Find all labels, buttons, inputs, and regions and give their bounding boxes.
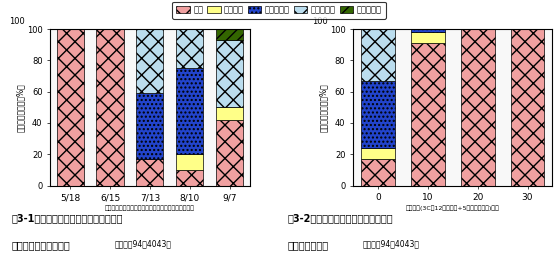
Bar (216, 120, 243, 186)
Bar (136, 93, 163, 159)
Bar (411, 29, 445, 32)
Bar (56, 29, 84, 186)
Bar (361, 159, 395, 186)
Bar (511, 29, 545, 186)
Y-axis label: 花房形態別個体（%）: 花房形態別個体（%） (16, 83, 26, 132)
Bar (97, 29, 123, 186)
Bar (216, 40, 243, 107)
Bar (461, 29, 494, 186)
Text: 100: 100 (312, 17, 328, 26)
Bar (176, 154, 203, 170)
Text: 図3-1　花房形態に及ぼす親株ならびに: 図3-1 花房形態に及ぼす親株ならびに (11, 213, 123, 223)
Text: （系統94－4043）: （系統94－4043） (363, 240, 420, 249)
Y-axis label: 花房形態別個体（%）: 花房形態別個体（%） (319, 83, 328, 132)
Bar (216, 29, 243, 40)
Text: 処理期間の影響: 処理期間の影響 (287, 240, 329, 250)
Bar (361, 29, 395, 81)
Bar (411, 32, 445, 43)
X-axis label: 人工気象室搬入日（ガラス温室での高温遭遇終了日）: 人工気象室搬入日（ガラス温室での高温遭遇終了日） (105, 205, 195, 210)
Bar (411, 43, 445, 185)
Text: 図3-2　花房形態に及ぼす苗への低温: 図3-2 花房形態に及ぼす苗への低温 (287, 213, 393, 223)
Bar (361, 148, 395, 159)
Bar (361, 81, 395, 148)
Legend: 正常, 同時開花, 逆転（弱）, 逆転（強）, 花芽未分化: 正常, 同時開花, 逆転（弱）, 逆転（強）, 花芽未分化 (172, 2, 386, 19)
X-axis label: 低温処理(3C・12時間日長+5時間暗期中断)日数: 低温処理(3C・12時間日長+5時間暗期中断)日数 (406, 205, 500, 210)
Bar (136, 159, 163, 186)
Bar (136, 29, 163, 93)
Bar (176, 29, 203, 68)
Bar (176, 68, 203, 154)
Text: （系統94－4043）: （系統94－4043） (114, 240, 171, 249)
Bar (176, 170, 203, 186)
Text: に苗の高温遭遇の影響: に苗の高温遭遇の影響 (11, 240, 70, 250)
Text: 100: 100 (9, 17, 25, 26)
Bar (216, 107, 243, 120)
